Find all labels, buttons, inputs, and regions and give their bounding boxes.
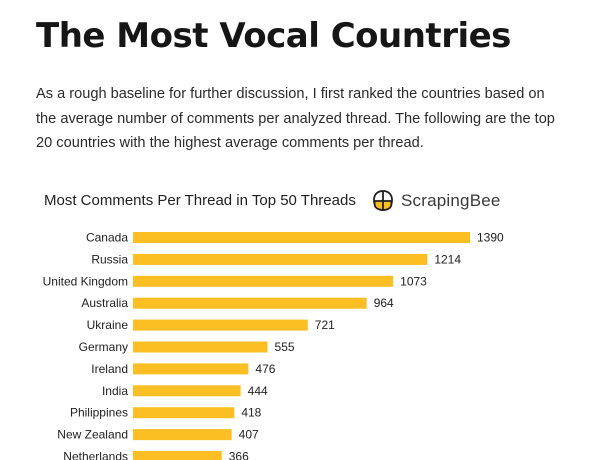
value-label: 418 bbox=[241, 406, 261, 420]
value-label: 721 bbox=[315, 318, 335, 332]
intro-paragraph: As a rough baseline for further discussi… bbox=[36, 86, 555, 151]
value-label: 964 bbox=[374, 296, 394, 310]
value-label: 1390 bbox=[477, 231, 504, 245]
value-label: 407 bbox=[239, 428, 259, 442]
bar-australia bbox=[133, 297, 367, 309]
bee-logo-icon bbox=[373, 190, 393, 211]
bar-netherlands bbox=[133, 451, 222, 460]
bar-india bbox=[133, 385, 241, 397]
value-label: 444 bbox=[248, 384, 268, 398]
category-label: New Zealand bbox=[57, 428, 128, 442]
category-label: United Kingdom bbox=[43, 274, 128, 288]
category-label: Netherlands bbox=[63, 450, 128, 460]
category-label: Germany bbox=[79, 340, 128, 354]
bar-germany bbox=[133, 341, 268, 353]
category-label: Ireland bbox=[91, 362, 128, 376]
value-label: 366 bbox=[229, 450, 249, 460]
value-label: 476 bbox=[255, 362, 275, 376]
bar-philippines bbox=[133, 407, 235, 419]
category-label: Australia bbox=[81, 296, 128, 310]
category-label: Ukraine bbox=[87, 318, 129, 332]
bar-ireland bbox=[133, 363, 249, 375]
value-label: 1214 bbox=[434, 252, 461, 266]
bar-ukraine bbox=[133, 319, 308, 331]
bar-canada bbox=[133, 232, 470, 243]
bar-russia bbox=[133, 253, 428, 265]
brand-name: ScrapingBee bbox=[401, 191, 501, 210]
value-label: 555 bbox=[275, 340, 295, 354]
brand-logo[interactable]: ScrapingBee bbox=[371, 187, 501, 215]
bar-united-kingdom bbox=[133, 275, 394, 287]
page-title: The Most Vocal Countries bbox=[36, 16, 511, 56]
category-label: India bbox=[102, 384, 128, 398]
category-label: Russia bbox=[91, 252, 128, 266]
category-label: Philippines bbox=[70, 406, 128, 420]
category-label: Canada bbox=[86, 231, 128, 245]
chart-title: Most Comments Per Thread in Top 50 Threa… bbox=[44, 192, 356, 209]
bar-new-zealand bbox=[133, 429, 232, 441]
value-label: 1073 bbox=[400, 274, 427, 288]
